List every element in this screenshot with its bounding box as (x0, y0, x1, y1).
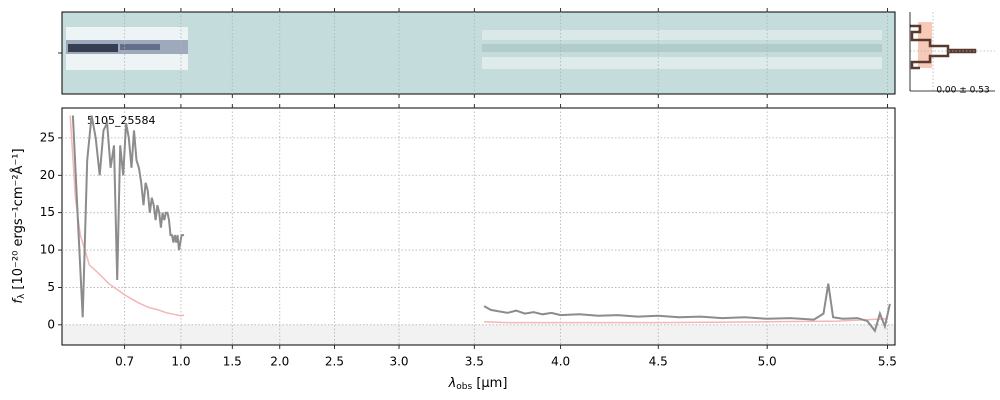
x-label-unit: [μm] (472, 376, 507, 391)
x-tick-label: 4.5 (649, 355, 668, 369)
plot-area (61, 107, 896, 346)
x-label-base: λ (448, 376, 457, 391)
y-tick-label: 5 (47, 280, 55, 294)
y-tick-label: 0 (47, 317, 55, 331)
x-axis-label: λobs [μm] (448, 376, 508, 392)
y-tick-label: 20 (40, 168, 55, 182)
zero-band (62, 324, 895, 345)
x-tick-label: 4.0 (551, 355, 570, 369)
x-tick-label: 5.5 (878, 355, 897, 369)
spectrum-2d-image (66, 27, 882, 70)
x-tick-label: 5.0 (758, 355, 777, 369)
y-label-base: f (11, 297, 26, 304)
chart-title: 5105_25584 (87, 114, 156, 127)
x-tick-label: 1.5 (223, 355, 242, 369)
x-tick-label: 3.0 (389, 355, 408, 369)
side-profile (909, 12, 995, 92)
x-tick-label: 1.0 (171, 355, 190, 369)
y-tick-label: 10 (40, 243, 55, 257)
x-label-sub: obs (456, 382, 472, 392)
x-tick-label: 0.7 (115, 355, 134, 369)
side-label: 0.00 ± 0.53 (936, 86, 989, 96)
y-label-unit: [10⁻²⁰ ergs⁻¹cm⁻²Å⁻¹] (10, 148, 26, 293)
y-label-sub: λ (17, 293, 27, 299)
x-tick-label: 2.0 (270, 355, 289, 369)
x-tick-label: 2.5 (325, 355, 344, 369)
y-tick-label: 25 (40, 130, 55, 144)
y-axis-label: fλ [10⁻²⁰ ergs⁻¹cm⁻²Å⁻¹] (10, 148, 27, 303)
x-tick-label: 3.5 (465, 355, 484, 369)
series-line (69, 115, 888, 324)
series-line (71, 115, 891, 333)
y-tick-label: 15 (40, 205, 55, 219)
spectrum-2d-panel (61, 11, 896, 95)
